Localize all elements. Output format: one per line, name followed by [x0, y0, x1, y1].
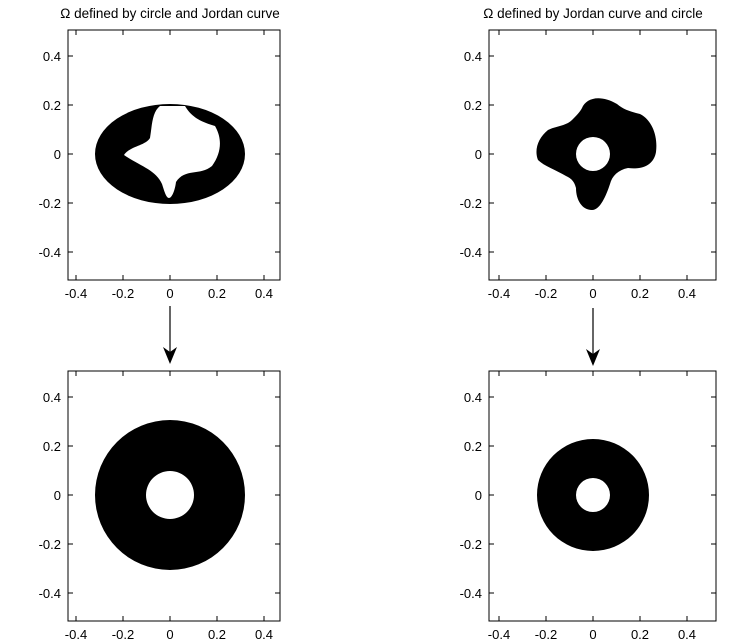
y-tick-label: -0.4 — [39, 586, 61, 601]
x-tick-label: 0.2 — [631, 627, 649, 642]
y-tick-label: -0.4 — [460, 586, 482, 601]
x-tick-label: -0.2 — [112, 627, 134, 642]
y-ticks: 0.4 0.2 0 -0.2 -0.4 — [39, 390, 280, 601]
panel-bottom-left: -0.4 -0.2 0 0.2 0.4 0.4 0.2 0 -0.2 -0.4 — [39, 370, 281, 642]
arrow-down-left — [163, 306, 177, 364]
x-tick-label: 0.4 — [255, 286, 273, 301]
x-tick-label: -0.2 — [112, 286, 134, 301]
y-tick-label: 0.2 — [464, 98, 482, 113]
y-tick-label: 0.2 — [464, 439, 482, 454]
domain-shape — [95, 420, 245, 570]
y-tick-label: -0.2 — [39, 196, 61, 211]
x-tick-label: -0.4 — [65, 627, 87, 642]
y-tick-label: 0 — [475, 147, 482, 162]
x-tick-label: 0 — [166, 627, 173, 642]
panel-top-right: Ω defined by Jordan curve and circle -0.… — [460, 6, 717, 301]
x-tick-label: -0.4 — [488, 286, 510, 301]
y-tick-label: 0.2 — [43, 98, 61, 113]
x-tick-label: -0.4 — [65, 286, 87, 301]
panel-top-left: Ω defined by circle and Jordan curve -0.… — [39, 6, 281, 301]
panel-bottom-right: -0.4 -0.2 0 0.2 0.4 0.4 0.2 0 -0.2 -0.4 — [460, 370, 717, 642]
y-tick-label: 0.4 — [464, 49, 482, 64]
axes-box — [488, 29, 717, 281]
x-tick-label: 0.2 — [208, 627, 226, 642]
domain-shape — [95, 104, 245, 204]
x-tick-label: -0.4 — [488, 627, 510, 642]
axes-box — [488, 370, 717, 622]
y-tick-label: 0.2 — [43, 439, 61, 454]
y-tick-label: 0 — [54, 147, 61, 162]
axes-box — [67, 370, 281, 622]
domain-shape — [536, 98, 657, 210]
x-tick-label: 0 — [589, 286, 596, 301]
x-tick-label: 0 — [166, 286, 173, 301]
x-ticks: -0.4 -0.2 0 0.2 0.4 — [65, 371, 273, 642]
y-ticks: 0.4 0.2 0 -0.2 -0.4 — [460, 49, 716, 260]
x-ticks: -0.4 -0.2 0 0.2 0.4 — [65, 30, 273, 301]
y-tick-label: -0.4 — [460, 245, 482, 260]
x-tick-label: 0.2 — [631, 286, 649, 301]
panel-title: Ω defined by circle and Jordan curve — [60, 6, 279, 21]
y-tick-label: 0.4 — [43, 390, 61, 405]
domain-shape — [537, 439, 649, 551]
y-tick-label: -0.2 — [460, 196, 482, 211]
x-ticks: -0.4 -0.2 0 0.2 0.4 — [488, 30, 696, 301]
arrow-down-right — [586, 308, 600, 366]
x-ticks: -0.4 -0.2 0 0.2 0.4 — [488, 371, 696, 642]
axes-box — [67, 29, 281, 281]
y-tick-label: -0.4 — [39, 245, 61, 260]
y-tick-label: 0 — [475, 488, 482, 503]
x-tick-label: -0.2 — [535, 627, 557, 642]
x-tick-label: 0.2 — [208, 286, 226, 301]
x-tick-label: -0.2 — [535, 286, 557, 301]
x-tick-label: 0 — [589, 627, 596, 642]
y-tick-label: 0.4 — [464, 390, 482, 405]
y-ticks: 0.4 0.2 0 -0.2 -0.4 — [39, 49, 280, 260]
y-tick-label: -0.2 — [39, 537, 61, 552]
panel-title: Ω defined by Jordan curve and circle — [483, 6, 702, 21]
y-tick-label: -0.2 — [460, 537, 482, 552]
y-tick-label: 0.4 — [43, 49, 61, 64]
x-tick-label: 0.4 — [255, 627, 273, 642]
x-tick-label: 0.4 — [678, 627, 696, 642]
x-tick-label: 0.4 — [678, 286, 696, 301]
y-ticks: 0.4 0.2 0 -0.2 -0.4 — [460, 390, 716, 601]
y-tick-label: 0 — [54, 488, 61, 503]
